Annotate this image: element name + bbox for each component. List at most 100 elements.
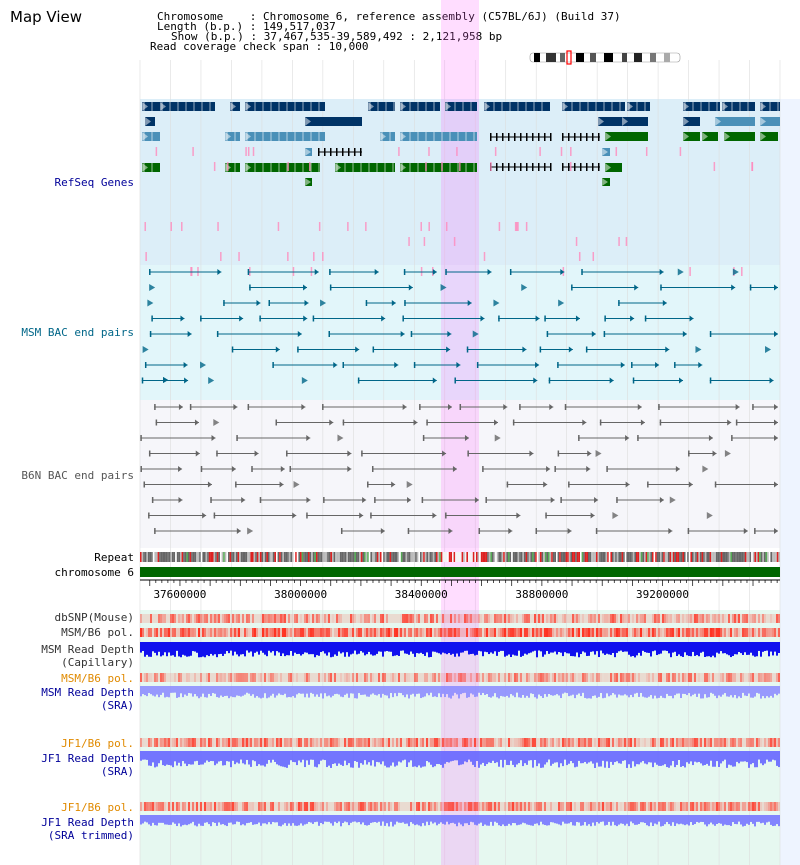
repeat-mark [514, 552, 516, 562]
msm-pol2-heat [530, 673, 532, 682]
jf1-depth-sra [596, 751, 598, 763]
msm-pol2-heat [524, 673, 526, 682]
msm-pol2-heat [394, 673, 396, 682]
repeat-mark [775, 552, 777, 562]
jf1-pol-heat [568, 738, 570, 747]
msm-depth-capillary [654, 642, 656, 651]
msm-depth-sra [630, 686, 632, 695]
msm-depth-capillary [668, 642, 670, 654]
gene-strand-arrow [627, 102, 633, 111]
jf1-depth-sra [260, 751, 262, 766]
jf1-pol2-heat [632, 802, 634, 811]
msm-depth-capillary [558, 642, 560, 653]
msm-depth-capillary [348, 642, 350, 657]
repeat-mark [394, 552, 396, 562]
msm-pol-heat [470, 628, 472, 637]
msm-pol2-heat [306, 673, 308, 682]
jf1-pol-heat [630, 738, 632, 747]
msm-pol-heat [390, 628, 392, 637]
msm-depth-capillary [592, 642, 594, 652]
jf1-depth-sra [626, 751, 628, 768]
jf1-depth-sra-trimmed [268, 815, 270, 823]
jf1-depth-sra [366, 751, 368, 765]
jf1-pol2-heat [696, 802, 698, 811]
dbsnp-heat [456, 614, 458, 623]
jf1-pol2-heat [574, 802, 576, 811]
msm-pol2-heat [208, 673, 210, 682]
dbsnp-heat [198, 614, 200, 623]
jf1-pol-heat [466, 738, 468, 747]
jf1-depth-sra-trimmed [190, 815, 192, 824]
msm-pol2-heat [606, 673, 608, 682]
jf1-depth-sra-trimmed [732, 815, 734, 823]
msm-depth-capillary [616, 642, 618, 653]
jf1-depth-sra [458, 751, 460, 766]
msm-depth-sra [656, 686, 658, 699]
msm-bac-end [709, 331, 712, 337]
dbsnp-heat [208, 614, 210, 623]
repeat-mark [418, 552, 420, 562]
gene-block [245, 132, 325, 141]
msm-depth-sra [492, 686, 494, 697]
jf1-pol-heat [664, 738, 666, 747]
msm-depth-capillary [222, 642, 224, 656]
msm-depth-capillary [730, 642, 732, 658]
jf1-depth-sra-trimmed [174, 815, 176, 824]
msm-pol2-heat [590, 673, 592, 682]
b6n-bac-single-end [213, 419, 220, 426]
msm-pol2-heat [486, 673, 488, 682]
b6n-bac-end [241, 497, 246, 503]
msm-pol2-heat [692, 673, 694, 682]
msm-depth-sra [758, 686, 760, 694]
msm-depth-capillary [722, 642, 724, 654]
jf1-pol2-heat [700, 802, 702, 811]
repeat-mark [744, 552, 747, 562]
msm-depth-capillary [500, 642, 502, 651]
jf1-pol2-heat [358, 802, 360, 811]
jf1-pol-heat [586, 738, 588, 747]
repeat-mark [770, 552, 772, 562]
msm-pol-heat [186, 628, 188, 637]
msm-depth-sra [708, 686, 710, 698]
msm-pol-heat [446, 628, 448, 637]
msm-pol2-heat [440, 673, 442, 682]
jf1-depth-sra [214, 751, 216, 766]
jf1-pol-heat [488, 738, 490, 747]
jf1-pol-heat [414, 738, 416, 747]
msm-pol2-heat [592, 673, 594, 682]
jf1-depth-sra [468, 751, 470, 760]
msm-pol-heat [376, 628, 378, 637]
jf1-depth-sra [176, 751, 178, 766]
jf1-depth-sra [310, 751, 312, 760]
msm-pol2-heat [538, 673, 540, 682]
repeat-mark [428, 552, 430, 562]
jf1-pol2-heat [674, 802, 676, 811]
repeat-mark [429, 552, 432, 562]
dbsnp-heat [290, 614, 292, 623]
dbsnp-heat [200, 614, 202, 623]
jf1-depth-sra-trimmed [270, 815, 272, 825]
jf1-depth-sra [262, 751, 264, 766]
dbsnp-heat [596, 614, 598, 623]
jf1-pol2-heat [682, 802, 684, 811]
msm-pol2-heat [720, 673, 722, 682]
msm-pol2-heat [626, 673, 628, 682]
jf1-depth-sra-trimmed [396, 815, 398, 822]
repeat-mark [365, 552, 368, 562]
msm-depth-sra [412, 686, 414, 694]
jf1-pol2-heat [536, 802, 538, 811]
msm-depth-capillary [372, 642, 374, 656]
msm-pol-heat [206, 628, 208, 637]
jf1-depth-sra-trimmed [774, 815, 776, 826]
msm-pol2-heat [258, 673, 260, 682]
jf1-depth-sra [674, 751, 676, 768]
jf1-depth-sra-trimmed [628, 815, 630, 827]
jf1-pol2-heat [302, 802, 304, 811]
gene-block [142, 102, 160, 111]
jf1-pol2-heat [278, 802, 280, 811]
msm-pol2-heat [700, 673, 702, 682]
msm-depth-sra [334, 686, 336, 695]
dbsnp-heat [754, 614, 756, 623]
dbsnp-heat [654, 614, 656, 623]
